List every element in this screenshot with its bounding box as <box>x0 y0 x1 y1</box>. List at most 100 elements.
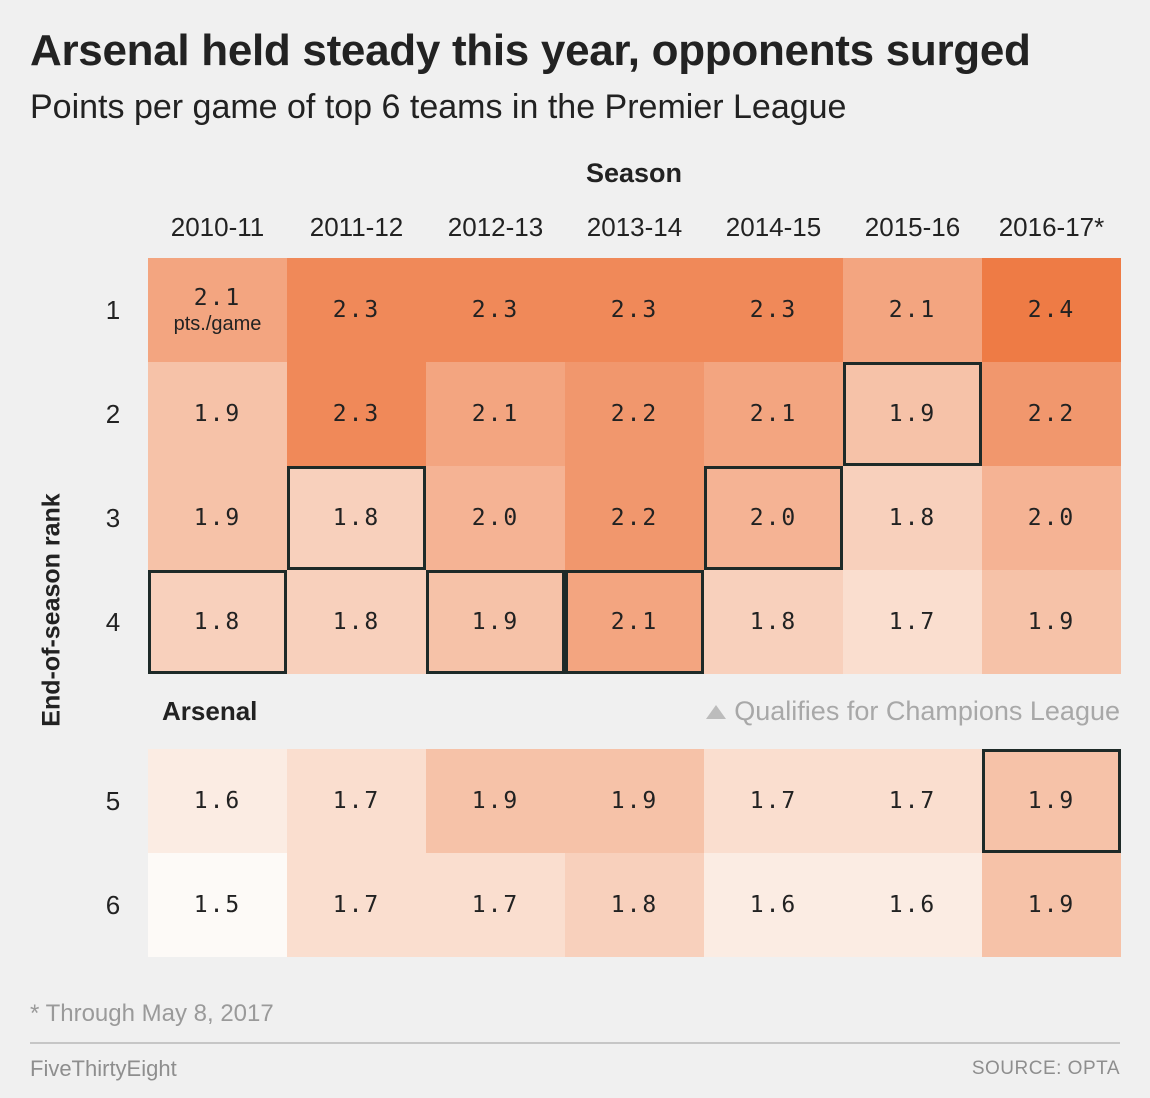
cell-value: 1.7 <box>888 788 937 814</box>
cell-value: 1.9 <box>193 505 242 531</box>
cell-unit: pts./game <box>173 312 262 335</box>
cell-value: 1.9 <box>471 609 520 635</box>
cell-value: 2.1 <box>888 297 937 323</box>
cell-value: 2.3 <box>332 401 381 427</box>
triangle-icon <box>706 704 727 719</box>
heatmap-cell: 2.2 <box>565 362 704 466</box>
cell-value: 1.9 <box>610 788 659 814</box>
heatmap-cell: 1.9 <box>565 749 704 853</box>
chart-title: Arsenal held steady this year, opponents… <box>30 26 1031 75</box>
heatmap-cell: 2.0 <box>426 466 565 570</box>
heatmap-cell: 1.6 <box>148 749 287 853</box>
brand-label: FiveThirtyEight <box>30 1056 177 1081</box>
cell-value: 1.9 <box>471 788 520 814</box>
cell-value: 1.9 <box>1027 609 1076 635</box>
cell-value: 2.3 <box>610 297 659 323</box>
cell-value: 1.6 <box>193 788 242 814</box>
cell-value: 1.8 <box>193 609 242 635</box>
column-label: 2011-12 <box>309 212 404 242</box>
heatmap-cell: 1.9 <box>148 362 287 466</box>
legend-text: Qualifies for Champions League <box>734 696 1120 726</box>
heatmap-cell: 2.0 <box>982 466 1121 570</box>
row-label: 2 <box>105 399 121 429</box>
cell-value: 1.8 <box>332 609 381 635</box>
cell-value: 2.1 <box>471 401 520 427</box>
cell-value: 1.6 <box>749 892 798 918</box>
heatmap-cell: 2.1 <box>426 362 565 466</box>
heatmap-cell: 1.9 <box>426 749 565 853</box>
cell-value: 2.1 <box>193 284 242 311</box>
heatmap-cell: 1.8 <box>565 853 704 957</box>
heatmap-cell: 2.3 <box>287 258 426 362</box>
heatmap-cell: 1.9 <box>148 466 287 570</box>
cell-value: 1.7 <box>332 788 381 814</box>
heatmap-cell: 1.9 <box>843 362 982 466</box>
row-label: 6 <box>105 890 121 920</box>
heatmap-cell: 2.1 <box>843 258 982 362</box>
cell-value: 2.3 <box>471 297 520 323</box>
cell-value: 1.8 <box>888 505 937 531</box>
cell-value: 2.2 <box>1027 401 1076 427</box>
cell-value: 1.6 <box>888 892 937 918</box>
source-label: SOURCE: OPTA <box>971 1058 1120 1079</box>
column-label: 2016-17* <box>998 212 1105 242</box>
cell-value: 1.7 <box>888 609 937 635</box>
heatmap-cell: 1.9 <box>982 749 1121 853</box>
cell-value: 1.7 <box>332 892 381 918</box>
heatmap-cell: 1.8 <box>287 570 426 674</box>
cell-value: 2.1 <box>610 609 659 635</box>
column-label: 2013-14 <box>586 212 683 242</box>
column-label: 2014-15 <box>725 212 822 242</box>
heatmap-cell: 1.7 <box>287 853 426 957</box>
cell-value: 2.0 <box>1027 505 1076 531</box>
heatmap-cell: 1.7 <box>704 749 843 853</box>
y-axis-title: End-of-season rank <box>37 493 66 727</box>
row-label: 1 <box>105 295 121 325</box>
cell-value: 2.2 <box>610 401 659 427</box>
row-label: 5 <box>105 786 121 816</box>
cell-value: 2.1 <box>749 401 798 427</box>
heatmap-cell: 2.3 <box>426 258 565 362</box>
heatmap-cell: 1.7 <box>426 853 565 957</box>
cell-value: 1.8 <box>332 505 381 531</box>
heatmap-cell: 1.8 <box>287 466 426 570</box>
cell-value: 1.9 <box>1027 788 1076 814</box>
heatmap-cell: 1.6 <box>704 853 843 957</box>
heatmap-cell: 1.7 <box>287 749 426 853</box>
cell-value: 1.7 <box>471 892 520 918</box>
column-label: 2010-11 <box>170 212 265 242</box>
heatmap-cell: 2.3 <box>565 258 704 362</box>
heatmap-cell: 1.9 <box>426 570 565 674</box>
heatmap-cell: 1.8 <box>148 570 287 674</box>
heatmap-cell: 2.1 pts./game <box>148 258 287 362</box>
heatmap-cell: 1.5 <box>148 853 287 957</box>
heatmap-cell: 2.3 <box>704 258 843 362</box>
cell-value: 1.9 <box>1027 892 1076 918</box>
column-label: 2015-16 <box>864 212 961 242</box>
heatmap-cell: 2.2 <box>982 362 1121 466</box>
heatmap-cell: 2.1 <box>565 570 704 674</box>
chart-subtitle: Points per game of top 6 teams in the Pr… <box>30 88 847 126</box>
cell-value: 1.8 <box>749 609 798 635</box>
footnote: * Through May 8, 2017 <box>30 1000 274 1027</box>
heatmap-cell: 2.0 <box>704 466 843 570</box>
cell-value: 2.2 <box>610 505 659 531</box>
row-label: 4 <box>105 607 121 637</box>
cell-value: 2.0 <box>749 505 798 531</box>
cell-value: 1.8 <box>610 892 659 918</box>
heatmap-cell: 1.7 <box>843 570 982 674</box>
cell-value: 1.9 <box>888 401 937 427</box>
heatmap-cell: 2.3 <box>287 362 426 466</box>
footer-divider <box>30 1042 1120 1044</box>
cell-value: 2.3 <box>749 297 798 323</box>
heatmap-cell: 2.4 <box>982 258 1121 362</box>
cell-value: 2.3 <box>332 297 381 323</box>
cell-value: 1.9 <box>193 401 242 427</box>
heatmap-cell: 1.9 <box>982 853 1121 957</box>
x-axis-title: Season <box>585 158 683 188</box>
heatmap-cell: 2.1 <box>704 362 843 466</box>
cell-value: 1.5 <box>193 892 242 918</box>
heatmap-cell: 1.7 <box>843 749 982 853</box>
legend: Qualifies for Champions League <box>706 696 1120 727</box>
column-label: 2012-13 <box>447 212 544 242</box>
